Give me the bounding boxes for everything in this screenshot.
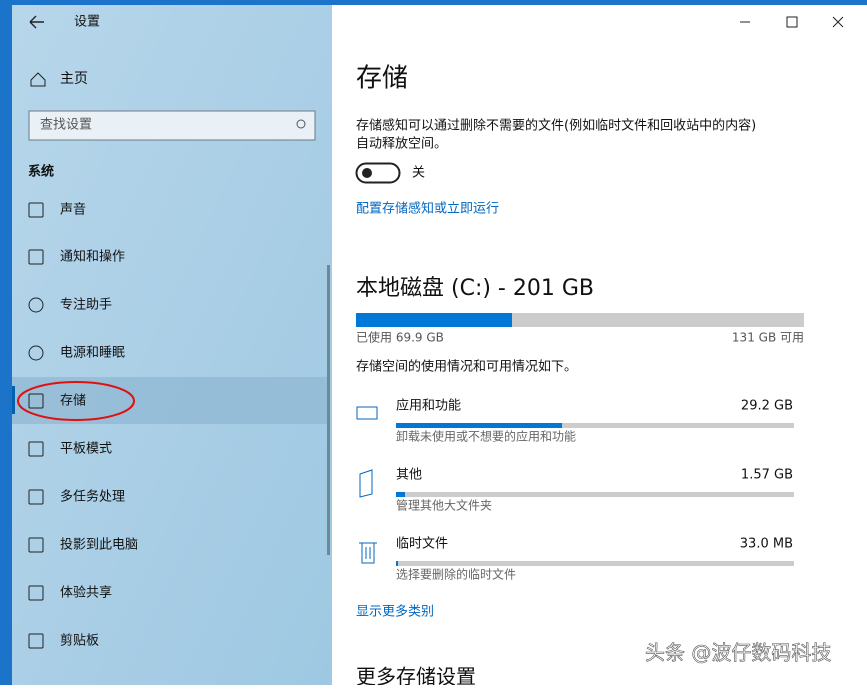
nav-icon [28, 633, 44, 649]
show-more-link[interactable]: 显示更多类别 [356, 604, 434, 620]
watermark: 头条 @波仔数码科技 [645, 641, 831, 665]
search-placeholder: 查找设置 [40, 118, 92, 133]
nav-icon [28, 297, 44, 313]
category-name[interactable]: 应用和功能 [396, 398, 461, 414]
nav-icon [28, 393, 44, 409]
nav-item[interactable]: 通知和操作 [60, 249, 125, 265]
toggle-label: 关 [412, 166, 425, 181]
content-pane [332, 5, 867, 685]
nav-icon [28, 345, 44, 361]
nav-item[interactable]: 体验共享 [60, 585, 112, 601]
category-name[interactable]: 临时文件 [396, 537, 448, 552]
category-bar-used [396, 492, 405, 497]
category-bar-used [396, 561, 398, 566]
disk-title: 本地磁盘 (C:) - 201 GB [356, 276, 594, 301]
nav-item[interactable]: 剪贴板 [60, 633, 99, 649]
home-icon [30, 72, 46, 87]
storage-sense-toggle[interactable] [355, 162, 401, 184]
disk-used: 已使用 69.9 GB [356, 330, 444, 345]
other-icon [359, 469, 373, 498]
nav-item[interactable]: 平板模式 [60, 442, 112, 457]
toggle-knob [362, 168, 372, 178]
disk-free: 131 GB 可用 [732, 331, 804, 345]
maximize-button[interactable] [786, 16, 798, 28]
close-button[interactable] [832, 16, 844, 28]
section-header: 系统 [28, 164, 54, 180]
selected-item [12, 377, 328, 424]
category-bar-track [396, 423, 794, 428]
category-bar-track [396, 561, 794, 566]
temp-icon [359, 542, 377, 564]
nav-icon [28, 441, 44, 457]
category-description: 卸载未使用或不想要的应用和功能 [396, 429, 576, 444]
category-name[interactable]: 其他 [396, 468, 422, 483]
nav-item[interactable]: 存储 [60, 394, 86, 409]
nav-icon [28, 202, 44, 218]
configure-link[interactable]: 配置存储感知或立即运行 [356, 201, 499, 217]
more-settings-header: 更多存储设置 [356, 665, 476, 686]
category-bar-track [396, 492, 794, 497]
usage-intro: 存储空间的使用情况和可用情况如下。 [356, 359, 577, 375]
category-size: 1.57 GB [741, 468, 793, 483]
nav-icon [28, 585, 44, 601]
back-button[interactable] [29, 15, 44, 29]
category-bar-used [396, 423, 562, 428]
nav-home[interactable]: 主页 [60, 71, 88, 87]
search-box[interactable] [28, 110, 316, 141]
nav-item[interactable]: 多任务处理 [60, 489, 125, 505]
nav-icon [28, 537, 44, 553]
disk-bar-used [356, 313, 512, 327]
nav-item[interactable]: 专注助手 [60, 298, 112, 313]
nav-item[interactable]: 电源和睡眠 [60, 346, 125, 361]
selection-indicator [12, 386, 15, 414]
page-title: 存储 [356, 64, 408, 94]
category-size: 33.0 MB [740, 537, 793, 552]
category-description: 管理其他大文件夹 [396, 498, 492, 513]
description: 存储感知可以通过删除不需要的文件(例如临时文件和回收站中的内容) [356, 118, 756, 134]
nav-icon [28, 489, 44, 505]
category-description: 选择要删除的临时文件 [396, 567, 516, 582]
nav-item[interactable]: 投影到此电脑 [60, 537, 138, 553]
search-icon [296, 119, 306, 129]
description: 自动释放空间。 [356, 137, 447, 152]
apps-icon [356, 406, 378, 420]
red-circle-annotation [17, 381, 135, 421]
window-title: 设置 [74, 15, 100, 30]
nav-icon [28, 249, 44, 265]
nav-item[interactable]: 声音 [60, 202, 86, 218]
scrollbar [327, 265, 330, 555]
category-size: 29.2 GB [741, 399, 793, 414]
